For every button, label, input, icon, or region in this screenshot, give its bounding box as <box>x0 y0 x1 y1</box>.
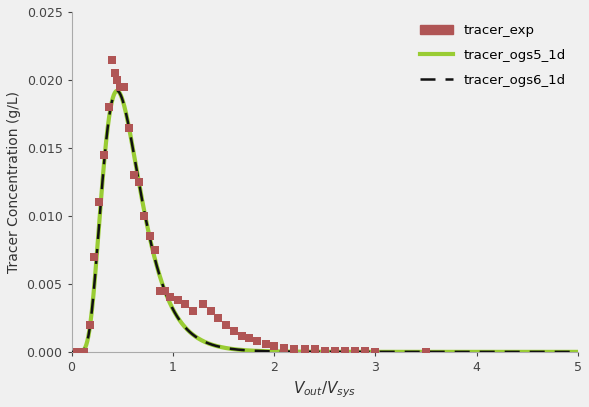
Point <box>370 349 380 355</box>
Point <box>150 247 159 253</box>
Point <box>180 301 190 308</box>
Point <box>115 83 125 90</box>
Point <box>165 294 174 301</box>
Point <box>262 341 271 347</box>
Point <box>155 287 164 294</box>
Point <box>94 199 104 206</box>
Point <box>214 315 223 321</box>
Point <box>89 254 98 260</box>
Point <box>104 104 114 110</box>
Point <box>160 287 170 294</box>
Point <box>300 346 309 352</box>
Point <box>140 212 149 219</box>
Point <box>290 346 299 352</box>
Point <box>252 338 262 344</box>
X-axis label: $V_{out}/V_{sys}$: $V_{out}/V_{sys}$ <box>293 379 356 400</box>
Point <box>421 349 431 355</box>
Point <box>188 308 198 314</box>
Point <box>198 301 208 308</box>
Point <box>72 349 81 355</box>
Point <box>110 70 120 77</box>
Y-axis label: Tracer Concentration (g/L): Tracer Concentration (g/L) <box>7 91 21 273</box>
Point <box>124 124 134 131</box>
Point <box>280 345 289 351</box>
Point <box>340 347 350 354</box>
Point <box>173 297 183 304</box>
Point <box>79 349 88 355</box>
Point <box>130 172 139 178</box>
Point <box>244 335 253 341</box>
Point <box>145 233 154 240</box>
Point <box>135 179 144 185</box>
Point <box>207 308 216 314</box>
Point <box>112 77 122 83</box>
Point <box>120 83 129 90</box>
Point <box>85 322 94 328</box>
Point <box>229 328 239 335</box>
Point <box>99 151 108 158</box>
Point <box>310 346 319 352</box>
Point <box>360 347 370 354</box>
Legend: tracer_exp, tracer_ogs5_1d, tracer_ogs6_1d: tracer_exp, tracer_ogs5_1d, tracer_ogs6_… <box>415 19 571 92</box>
Point <box>221 322 230 328</box>
Point <box>320 347 329 354</box>
Point <box>269 343 279 350</box>
Point <box>107 56 117 63</box>
Point <box>350 347 360 354</box>
Point <box>330 347 340 354</box>
Point <box>237 332 246 339</box>
